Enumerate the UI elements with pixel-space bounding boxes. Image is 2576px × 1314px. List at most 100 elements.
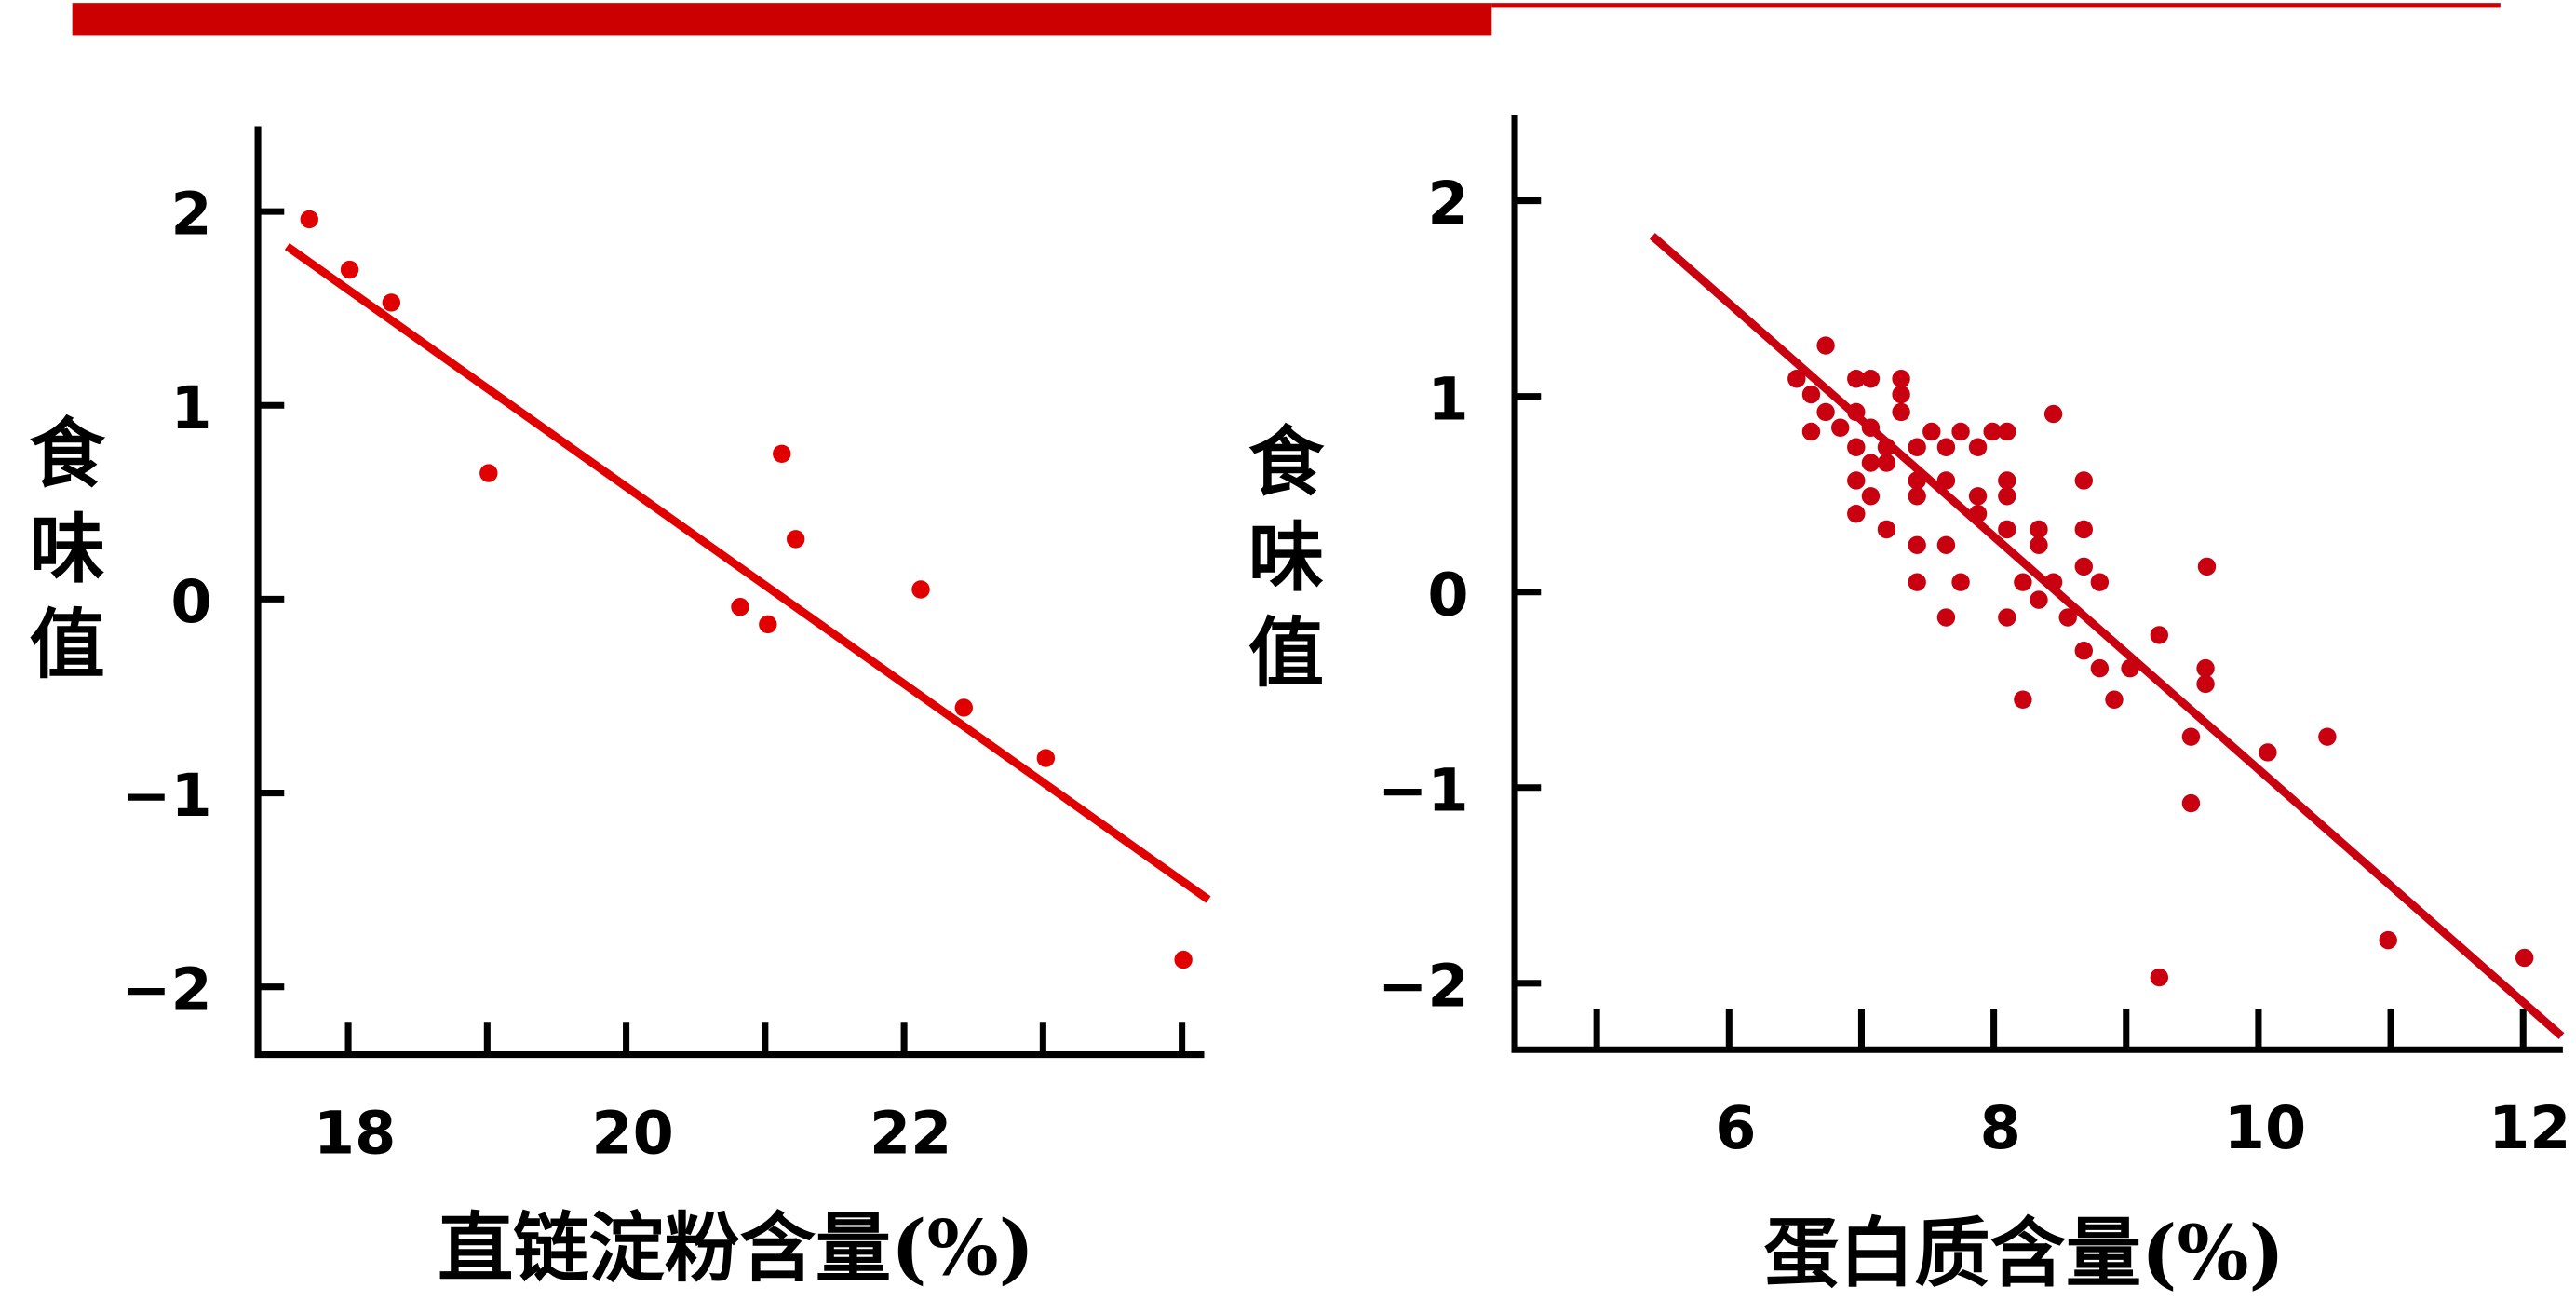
point [2379,930,2397,950]
y-tick-label: 0 [170,567,211,636]
x-axis-title: 直链淀粉含量(%) [438,1205,1034,1294]
point [1998,608,2016,627]
y-tick-label: −1 [1378,755,1468,824]
point [1787,370,1806,388]
point [1847,504,1866,523]
point [1892,370,1910,388]
point [2090,573,2110,591]
fit-line [284,242,1211,903]
point [1861,487,1881,506]
header-bar [72,3,1492,36]
point [1968,487,1988,506]
y-axis-title: 食味值 [1235,422,1324,708]
point [1908,438,1926,456]
point [2259,743,2277,762]
header-rule [1491,3,2501,8]
point [1998,471,2016,490]
point [1951,573,1970,591]
point [1998,520,2016,539]
point [2196,658,2215,678]
point [1847,471,1866,490]
point [1877,520,1896,539]
point [2043,404,2063,424]
point [2515,948,2534,968]
y-tick-label: −2 [121,955,211,1023]
y-tick-label: 0 [1427,560,1468,629]
point [300,210,318,229]
y-axis-title: 食味值 [17,413,105,699]
x-tick-label: 22 [870,1098,951,1167]
point [1847,370,1866,388]
fit-line [1649,233,2565,1039]
point [2318,727,2337,746]
x-tick-label: 8 [1980,1093,2021,1162]
point [340,260,359,279]
point [382,293,401,312]
point [1936,471,1956,490]
point [1816,402,1835,422]
point [786,530,805,549]
point [1968,438,1988,456]
point [1936,438,1956,456]
point [1861,370,1881,388]
x-tick-label: 18 [314,1098,396,1167]
x-tick-label: 10 [2224,1093,2306,1162]
point [1936,535,1956,555]
point [1951,422,1970,441]
point [1831,418,1850,437]
x-tick-label: 12 [2488,1093,2570,1162]
point [1892,385,1910,404]
y-tick-label: 2 [1427,169,1468,237]
point [1936,608,1956,627]
point [2014,690,2032,709]
point [1801,422,1821,441]
x-tick-label: 6 [1715,1093,1756,1162]
point [759,615,777,634]
y-tick-label: −1 [121,761,211,830]
point [1922,422,1941,441]
point [731,598,749,616]
point [773,444,791,463]
y-tick-label: 2 [170,180,211,249]
point [1847,438,1866,456]
point [1877,454,1896,472]
y-tick-label: 1 [1427,364,1468,433]
point [1174,950,1193,969]
point [1908,487,1926,506]
point [2030,535,2048,555]
point [479,464,498,482]
point [2196,674,2215,694]
point [1998,487,2016,506]
point [2150,968,2169,987]
point [2074,471,2093,490]
x-axis-title: 蛋白质含量(%) [1763,1210,2285,1298]
point [1801,385,1821,404]
y-tick-label: 1 [170,373,211,442]
point [2197,557,2217,576]
x-tick-label: 20 [591,1098,673,1167]
point [2030,590,2048,609]
y-tick-label: −2 [1378,951,1468,1020]
point [1861,454,1881,472]
point [2074,642,2093,660]
point [2150,626,2169,644]
point [1892,402,1910,422]
point [2030,520,2048,539]
point [2014,573,2032,591]
point [1036,749,1056,767]
point [1908,535,1926,555]
point [2105,690,2124,709]
point [2074,557,2093,576]
point [911,580,930,599]
point [1983,422,2002,441]
point [2074,520,2093,539]
point [1998,422,2016,441]
point [2090,658,2110,678]
point [2058,608,2077,627]
point [2181,727,2201,746]
point [2181,793,2201,813]
point [954,698,973,717]
point [1816,336,1835,355]
point [1908,573,1926,591]
